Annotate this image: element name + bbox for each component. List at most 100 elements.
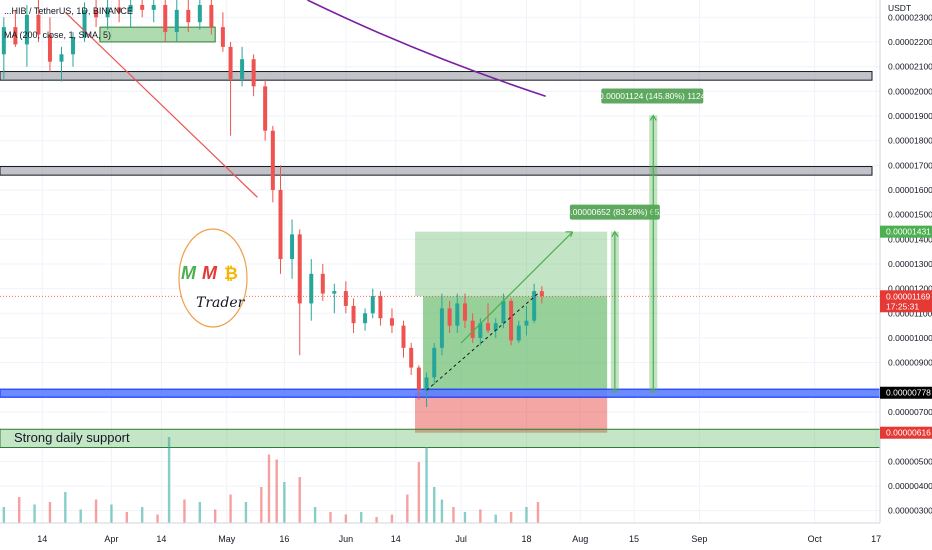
candle-body [351,305,356,324]
candle-body [117,7,122,13]
candle-body [416,367,421,390]
candle-body [297,234,302,304]
price-badge-label: 0.00000778 [886,388,931,398]
candle-body [24,14,29,45]
bitcoin-icon: ₿ [224,264,238,284]
trader-logo: M M ₿ Trader [178,228,248,328]
y-tick-label: 0.00001600 [888,185,932,195]
y-tick-label: 0.00001100 [888,308,932,318]
indicator-label: MA (200, close, 1, SMA, 5) [4,30,111,40]
volume-bar [452,507,455,527]
candlestick-series [1,0,544,408]
key-level-band [0,388,881,398]
y-tick-label: 0.00000700 [888,407,932,417]
x-tick-label: Jul [455,534,467,544]
x-tick-label: 17 [871,534,881,544]
price-badge [880,386,932,399]
candle-body [309,273,314,304]
volume-bar [125,512,129,527]
x-tick-label: 15 [629,534,639,544]
candle-body [509,300,514,341]
volume-bar [440,499,444,527]
y-tick-label: 0.00001800 [888,136,932,146]
dashed-trend-line [426,293,539,391]
price-axis[interactable]: USDT 0.00002300 0.00002200 0.00002100 0.000… [879,0,932,523]
y-tick-label: 0.00001500 [888,210,932,220]
candle-body [439,308,444,348]
x-tick-label: Apr [104,534,118,544]
volume-bar [298,477,301,527]
logo-letter-m1: M [181,263,197,283]
logo-letter-m2: M [202,263,218,283]
volume-bar [110,504,113,527]
candle-body [1,27,6,55]
volume-bar [344,514,348,527]
target-zone [415,231,608,297]
volume-bar [509,512,513,527]
y-tick-label: 0.00001400 [888,234,932,244]
volume-bars [2,437,540,527]
candle-body [462,303,467,321]
resistance-band [0,71,873,81]
candle-body [251,59,256,87]
volume-bar [313,507,317,527]
candle-body [220,27,225,47]
price-badge [880,426,932,439]
candle-body [59,54,64,62]
candle-body [163,4,168,33]
time-axis[interactable]: 14 Apr 14 May 16 Jun 14 Jul 18 Aug 15 Sep Oct 17 [0,522,932,550]
candle-body [378,296,383,319]
measure-label: 0.00000652 (83.28%) 652 [566,207,665,217]
volume-bar [156,514,159,527]
y-tick-label: 0.00002300 [888,12,932,22]
x-tick-label: Oct [808,534,823,544]
volume-bar [260,487,263,527]
volume-bar [79,509,82,527]
projection-arrow [460,231,573,344]
y-tick-label: 0.00000400 [888,481,932,491]
chart-header: ...HIB / TetherUS, 1D, BINANCE MA (200, … [4,6,133,40]
volume-bar [425,447,428,527]
zones-layer [0,26,881,449]
volume-bar [33,504,36,527]
candle-body [470,320,475,338]
candle-body [539,291,544,297]
y-tick-label: 0.00000900 [888,358,932,368]
x-tick-label: 18 [521,534,531,544]
candle-body [370,296,375,314]
candle-body [493,323,498,331]
x-tick-label: 16 [279,534,289,544]
support-label-group: Strong daily support [14,430,130,445]
price-badge-label: 0.00000616 [886,428,931,438]
x-tick-label: May [218,534,236,544]
ma-200-line [307,0,546,97]
price-badge-label: 0.00001169 [886,291,931,301]
volume-bar [406,494,409,527]
y-tick-label: 0.00001200 [888,284,932,294]
candle-body [516,325,521,341]
candle-body [151,4,156,10]
volume-bar [2,507,6,527]
volume-bar [463,512,467,527]
y-tick-label: 0.00002100 [888,62,932,72]
volume-bar [417,462,421,527]
candle-body [270,130,275,190]
logo-caption: Trader [196,295,246,311]
y-tick-label: 0.00001300 [888,259,932,269]
countdown-label: 17:25:31 [886,301,919,311]
candle-body [486,323,491,331]
candle-body [197,4,202,23]
candle-body [94,9,99,18]
x-tick-label: 14 [391,534,401,544]
candle-body [389,318,394,326]
candle-body [432,347,437,378]
volume-bar [94,499,98,527]
y-tick-label: 0.00002000 [888,86,932,96]
volume-bar [375,517,378,527]
projection-arrow-head [565,231,574,238]
candle-body [263,86,268,131]
candle-body [47,34,52,62]
candle-body [278,189,283,260]
symbol-title: ...HIB / TetherUS, 1D, BINANCE [4,6,133,16]
